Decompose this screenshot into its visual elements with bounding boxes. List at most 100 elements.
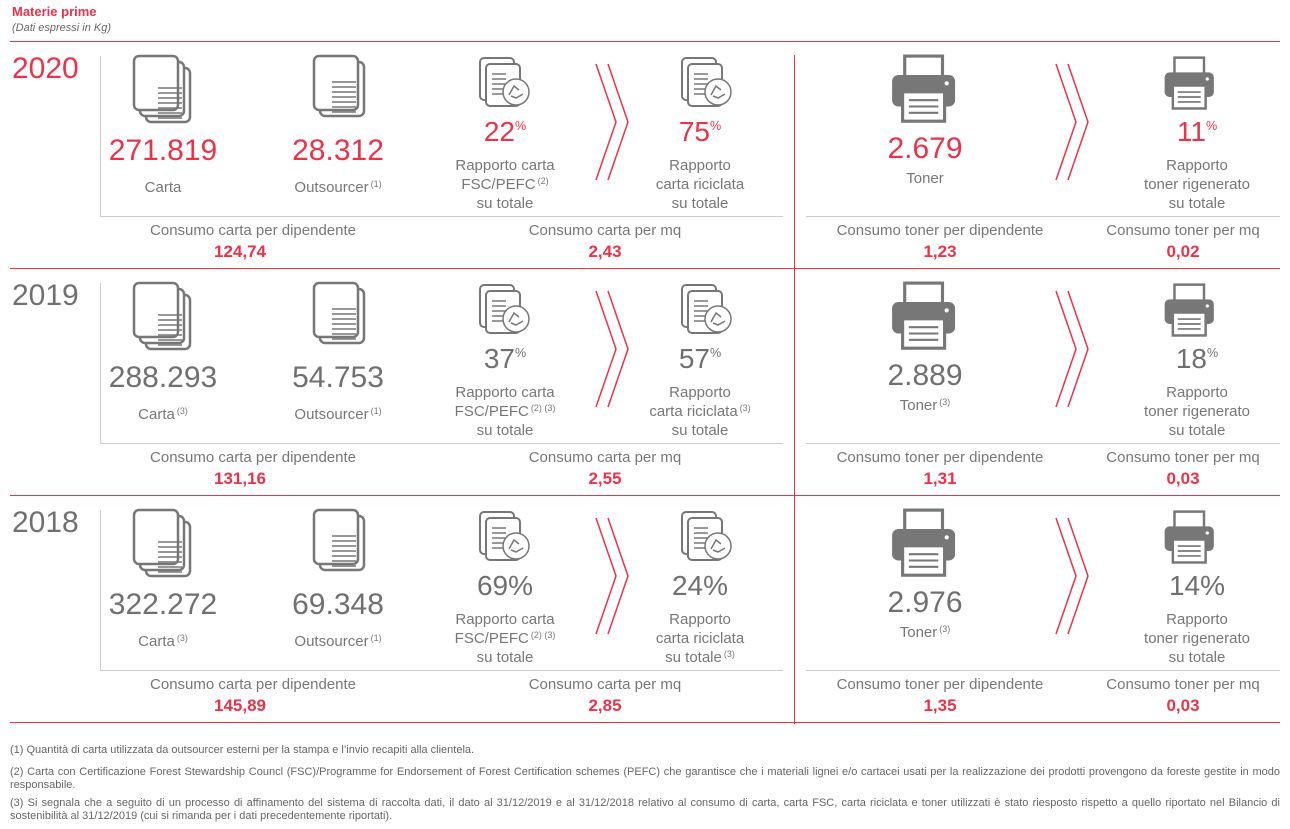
label-text: su totale: [671, 195, 729, 212]
docs-icon: [132, 281, 198, 353]
metric-label: toner rigenerato: [1144, 176, 1250, 193]
stat-label: Consumo carta per mq: [528, 676, 682, 693]
printer-icon-svg: [1164, 510, 1214, 564]
chevron-svg: [1055, 290, 1089, 408]
label-text: Outsourcer: [294, 633, 369, 650]
metric-label: Outsourcer (1): [294, 633, 381, 650]
label-text: su totale: [476, 649, 534, 666]
recycle-icon-svg: [479, 284, 530, 334]
metric-value: 18%: [1176, 343, 1218, 375]
unit: %: [514, 118, 527, 133]
metric-value: 2.679: [887, 132, 962, 166]
docs-icon-svg: [312, 508, 366, 572]
metric-label: Rapporto: [669, 157, 731, 174]
docs-icon: [312, 281, 372, 347]
stat-label: Consumo carta per dipendente: [150, 676, 356, 693]
recycle-icon: [678, 508, 736, 564]
label-text: su totale: [476, 195, 534, 212]
year: 2020: [12, 52, 79, 85]
chevron: [592, 62, 632, 184]
metric-label: Rapporto: [669, 611, 731, 628]
label-text: Toner: [899, 397, 938, 414]
footnote: (3) Si segnala che a seguito di un proce…: [10, 797, 1280, 822]
docs-icon: [132, 508, 198, 580]
label-text: Rapporto: [669, 157, 731, 174]
metric-label: su totale: [1169, 649, 1226, 666]
metric-label: Carta (3): [138, 406, 188, 423]
label-text: Carta: [138, 406, 175, 423]
stat-label: Consumo carta per mq: [528, 222, 682, 239]
label-text: Carta: [138, 633, 175, 650]
recycle-icon: [476, 281, 534, 337]
label-text: su totale: [1168, 649, 1226, 666]
printer-icon-svg: [1164, 283, 1214, 337]
recycle-icon-svg: [479, 57, 530, 107]
printer-icon: [1163, 510, 1219, 566]
metric-label: carta riciclata: [656, 630, 744, 647]
stat-value: 2,55: [588, 469, 622, 488]
label-text: Outsourcer: [294, 406, 369, 423]
value-text: 75: [678, 116, 710, 147]
footnote: (2) Carta con Certificazione Forest Stew…: [10, 766, 1280, 791]
divider: [794, 55, 795, 724]
footnote-ref: (1): [370, 406, 382, 416]
recycle-icon: [476, 508, 534, 564]
value-text: 2.679: [887, 132, 963, 165]
stat-label: Consumo toner per mq: [1106, 449, 1260, 466]
metric-label: Outsourcer (1): [294, 406, 381, 423]
title: Materie prime: [12, 4, 97, 19]
metric-value: 288.293: [109, 361, 217, 395]
label-text: su totale: [671, 422, 729, 439]
printer-icon: [1163, 283, 1219, 339]
footnote-ref: (2) (3): [530, 630, 556, 640]
metric-label: toner rigenerato: [1144, 403, 1250, 420]
printer-icon: [890, 54, 960, 124]
metric-label: su totale: [477, 195, 534, 212]
stat-label: Consumo toner per dipendente: [836, 449, 1044, 466]
label-text: Rapporto: [1166, 384, 1228, 401]
box-line: [806, 670, 1280, 671]
metric-label: Carta: [145, 179, 182, 196]
value-text: 22: [483, 116, 515, 147]
stat-label: Consumo toner per dipendente: [836, 222, 1044, 239]
recycle-icon-svg: [681, 284, 732, 334]
metric-label: su totale: [672, 422, 729, 439]
value-text: 2.976: [887, 586, 963, 619]
recycle-icon: [476, 54, 534, 110]
value-text: 24%: [671, 570, 729, 601]
value-text: 11: [1176, 116, 1206, 147]
printer-icon: [890, 281, 960, 351]
chevron: [1052, 289, 1092, 411]
label-text: toner rigenerato: [1144, 176, 1250, 193]
footnote-ref: (3): [176, 633, 188, 643]
stat-label: Consumo carta per dipendente: [150, 449, 356, 466]
label-text: Toner: [899, 624, 938, 641]
metric-label: FSC/PEFC (2) (3): [455, 403, 556, 420]
metric-label: Toner: [906, 170, 944, 187]
metric-label: su totale: [477, 649, 534, 666]
metric-value: 37%: [484, 343, 526, 375]
box-line: [806, 216, 1280, 217]
label-text: su totale: [1168, 195, 1226, 212]
label-text: Rapporto carta: [455, 157, 555, 174]
metric-value: 322.272: [109, 588, 217, 622]
label-text: carta riciclata: [655, 176, 745, 193]
printer-icon-svg: [892, 508, 956, 577]
metric-label: Toner (3): [900, 397, 951, 414]
stat-value: 1,35: [923, 696, 957, 715]
footnote-ref: (3): [176, 406, 188, 416]
printer-icon: [890, 508, 960, 578]
metric-label: Rapporto carta: [455, 157, 554, 174]
chevron: [1052, 62, 1092, 184]
value-text: 288.293: [108, 361, 218, 394]
recycle-icon-svg: [681, 57, 732, 107]
footnote-ref: (3): [723, 649, 735, 659]
metric-value: 54.753: [292, 361, 384, 395]
year: 2019: [12, 279, 79, 312]
recycle-icon: [678, 54, 736, 110]
chevron-svg: [595, 290, 629, 408]
box-line: [100, 670, 783, 671]
label-text: su totale: [476, 422, 534, 439]
metric-label: Rapporto carta: [455, 611, 554, 628]
label-text: Carta: [144, 179, 182, 196]
